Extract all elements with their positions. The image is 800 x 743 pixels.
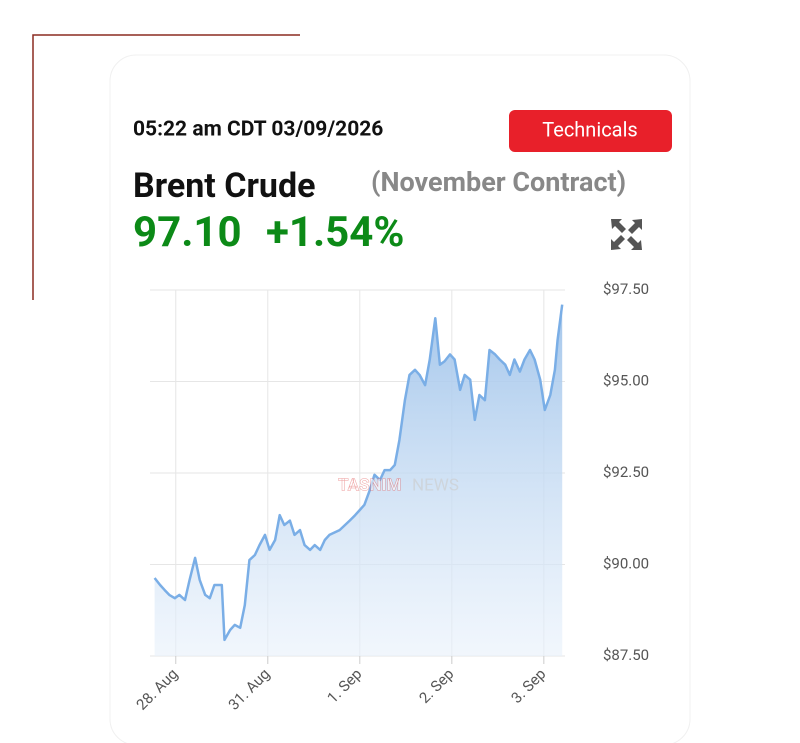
watermark-suffix: NEWS: [412, 475, 459, 495]
frame-edge: [32, 34, 300, 300]
price-line: [153, 304, 564, 642]
button-label: Technicals: [542, 117, 638, 141]
price: 97.10: [133, 208, 242, 257]
y-tick-label: $95.00: [603, 371, 649, 389]
timestamp: 05:22 am CDT 03/09/2026: [133, 118, 383, 142]
y-tick-label: $87.50: [603, 646, 649, 664]
y-tick-label: $97.50: [603, 280, 649, 298]
y-tick-label: $92.50: [603, 463, 649, 481]
change: +1.54%: [266, 208, 404, 257]
instrument-name: Brent Crude: [133, 166, 315, 206]
expand-icon[interactable]: [610, 218, 643, 251]
y-tick-label: $90.00: [603, 554, 649, 572]
watermark-brand: TASNIM: [338, 475, 401, 495]
contract: (November Contract): [371, 166, 626, 198]
technicals-button[interactable]: [509, 110, 672, 152]
area-fill: [154, 304, 563, 656]
